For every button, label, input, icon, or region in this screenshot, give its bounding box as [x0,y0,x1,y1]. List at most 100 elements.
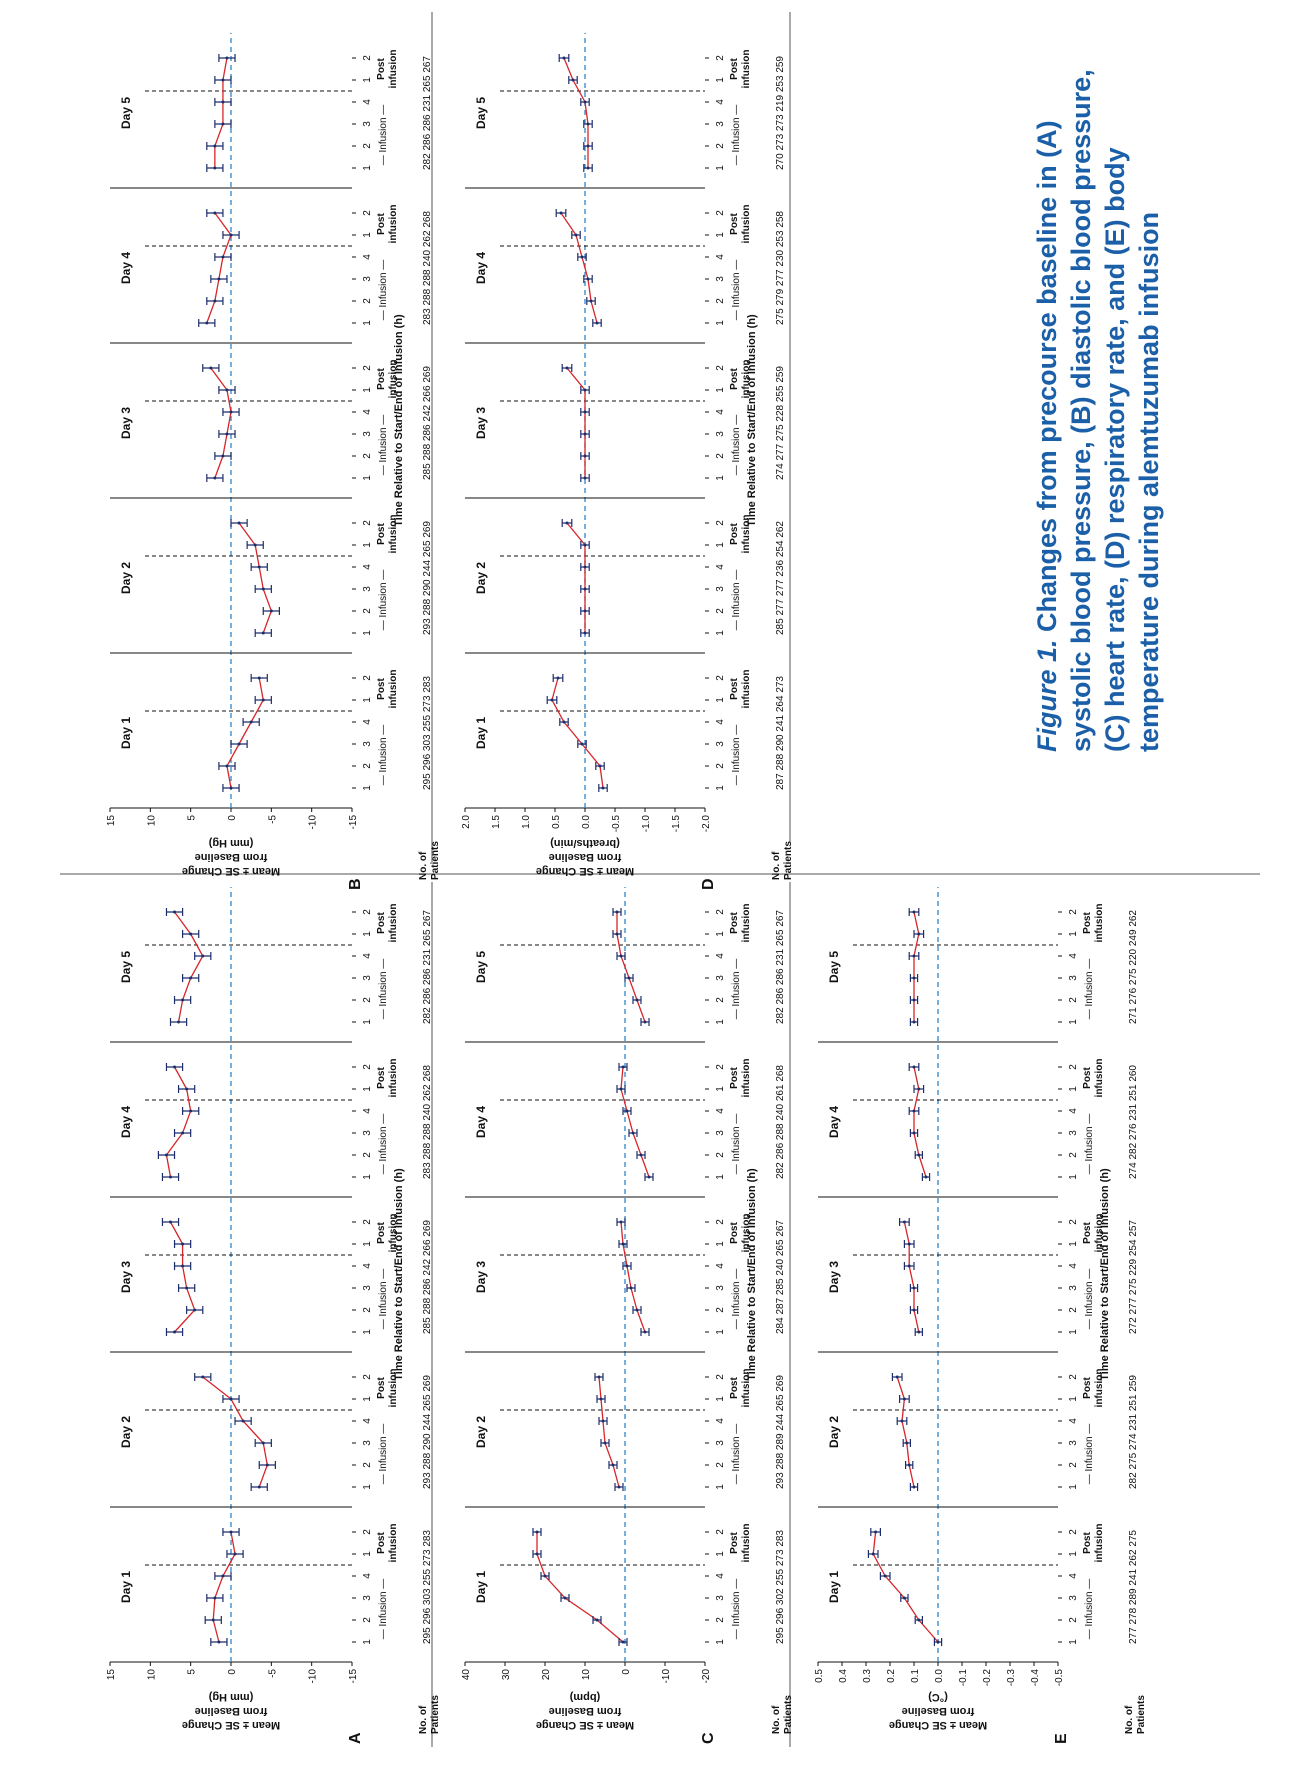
x-tick-label-B-4-4: 1 [362,77,373,83]
data-point-A-0-3 [221,1574,225,1578]
data-point-B-2-3 [229,410,233,414]
day-title-E-2: Day 3 [827,1261,841,1293]
x-axis-label-E: Time Relative to Start/End of Infusion (… [1099,1168,1111,1381]
x-tick-label-A-1-4: 1 [362,1396,373,1402]
infusion-label-B-3: — Infusion — [378,260,389,321]
post-label-C-2-1: Post [729,1221,740,1243]
series-line-B-0 [226,677,264,789]
x-tick-label-E-3-3: 4 [1068,1108,1079,1114]
x-tick-label-E-0-2: 3 [1068,1595,1079,1601]
data-point-A-4-2 [189,976,193,980]
y-tick-label-E-5: 0.0 [934,1669,945,1683]
x-tick-label-D-0-2: 3 [715,741,726,747]
x-tick-label-C-2-4: 1 [715,1241,726,1247]
x-tick-label-E-4-1: 2 [1068,997,1079,1003]
x-tick-label-D-0-5: 2 [715,675,726,681]
data-point-C-4-4 [615,932,619,936]
data-point-B-3-2 [217,277,221,281]
day-title-A-1: Day 2 [119,1416,133,1448]
post-label-E-2-2: infusion [1094,1214,1105,1253]
post-label-B-2-1: Post [376,367,387,389]
patient-counts-E-2: 272 277 275 229 254 257 [1128,1220,1139,1334]
series-line-B-2 [210,367,232,479]
infusion-label-C-1: — Infusion — [731,1424,742,1485]
y-axis-label-A-2: from Baseline [195,1705,268,1717]
x-tick-label-D-4-0: 1 [715,165,726,171]
post-label-A-4-1: Post [376,911,387,933]
data-point-A-3-1 [164,1153,168,1157]
post-label-E-1-1: Post [1082,1376,1093,1398]
day-title-D-2: Day 3 [474,407,488,439]
data-point-D-1-2 [583,587,587,591]
post-label-B-3-1: Post [376,212,387,234]
post-label-E-4-1: Post [1082,911,1093,933]
post-label-B-4-2: infusion [388,50,399,89]
x-tick-label-C-0-5: 2 [715,1529,726,1535]
series-line-C-4 [616,912,646,1023]
x-tick-label-C-3-0: 1 [715,1174,726,1180]
x-tick-label-D-4-4: 1 [715,77,726,83]
panel-letter-A: A [347,1732,364,1744]
series-line-C-1 [598,1376,620,1488]
x-tick-label-D-2-5: 2 [715,365,726,371]
data-point-D-1-5 [565,521,569,525]
day-title-C-0: Day 1 [474,1571,488,1603]
data-point-D-3-0 [595,321,599,325]
patient-counts-A-4: 282 286 286 231 265 267 [422,910,433,1024]
data-point-E-4-3 [912,954,916,958]
series-line-E-1 [896,1376,915,1488]
data-point-C-0-5 [535,1530,539,1534]
data-point-D-3-5 [559,211,563,215]
patient-counts-B-3: 283 288 288 240 262 268 [422,211,433,325]
patients-label-E-1: No. of [1124,1705,1135,1734]
data-point-C-4-2 [627,976,631,980]
data-point-C-3-2 [631,1131,635,1135]
x-tick-label-B-0-2: 3 [362,741,373,747]
data-point-E-1-5 [895,1375,899,1379]
patient-counts-A-0: 295 296 303 255 273 283 [422,1530,433,1644]
x-tick-label-A-2-1: 2 [362,1307,373,1313]
panel-D: D Mean ± SE Change from Baseline (breaths/m… [461,33,794,890]
panel-letter-D: D [700,878,717,890]
data-point-E-1-2 [905,1441,909,1445]
patient-counts-D-3: 275 279 277 230 253 258 [775,211,786,325]
x-tick-label-E-3-2: 3 [1068,1130,1079,1136]
x-tick-label-E-4-5: 2 [1068,909,1079,915]
x-tick-label-E-0-3: 4 [1068,1573,1079,1579]
x-tick-label-D-0-3: 4 [715,719,726,725]
y-axis-label-D-2: from Baseline [549,851,622,863]
x-tick-label-A-3-4: 1 [362,1086,373,1092]
data-point-C-1-4 [599,1397,603,1401]
y-axis-label-D-3: (breaths/min) [550,837,620,849]
day-title-B-1: Day 2 [119,562,133,594]
x-tick-label-D-4-2: 3 [715,121,726,127]
data-point-D-4-3 [583,100,587,104]
data-point-D-3-1 [589,299,593,303]
data-point-E-4-4 [917,932,921,936]
data-point-E-1-3 [900,1419,904,1423]
y-axis-label-E-1: Mean ± SE Change [889,1719,987,1731]
series-line-A-0 [212,1531,236,1643]
day-title-D-4: Day 5 [474,97,488,129]
post-label-B-4-1: Post [376,57,387,79]
y-tick-label-A-0: 15 [106,1669,117,1681]
x-tick-label-B-1-5: 2 [362,520,373,526]
x-tick-label-D-3-1: 2 [715,298,726,304]
patients-label-A-2: Patients [430,1695,441,1734]
x-tick-label-A-4-5: 2 [362,909,373,915]
x-tick-label-A-1-2: 3 [362,1440,373,1446]
data-point-B-1-3 [257,565,261,569]
patient-counts-A-3: 283 288 288 240 262 268 [422,1065,433,1179]
y-tick-label-E-3: 0.2 [886,1669,897,1683]
data-point-D-0-0 [601,786,605,790]
y-tick-label-D-4: 0.0 [581,815,592,829]
x-tick-label-E-3-1: 2 [1068,1152,1079,1158]
post-label-E-3-2: infusion [1094,1059,1105,1098]
x-tick-label-C-2-3: 4 [715,1263,726,1269]
data-point-C-1-0 [617,1485,621,1489]
data-point-D-0-3 [562,720,566,724]
x-tick-label-C-3-3: 4 [715,1108,726,1114]
x-tick-label-E-4-4: 1 [1068,931,1079,937]
post-label-D-0-1: Post [729,677,740,699]
x-tick-label-E-4-2: 3 [1068,975,1079,981]
